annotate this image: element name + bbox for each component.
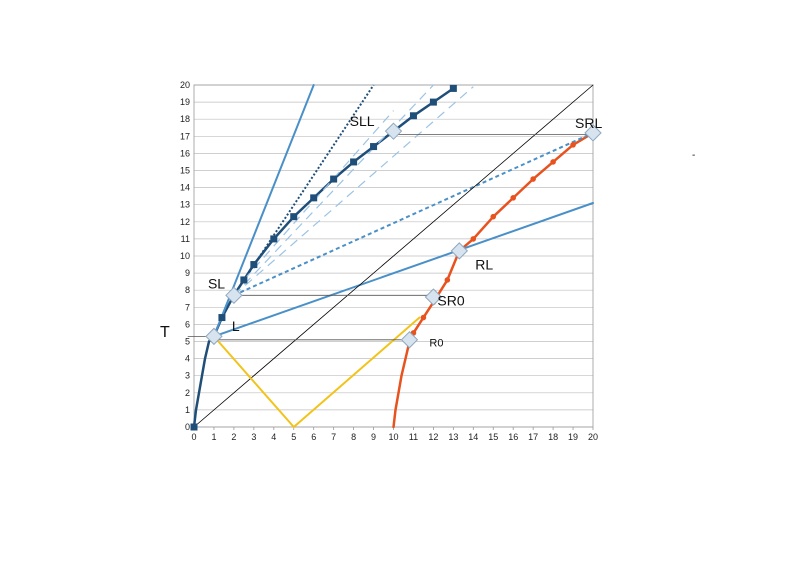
y-tick-label: 18: [180, 114, 190, 124]
marker-square: [250, 261, 258, 269]
marker-square: [218, 314, 226, 322]
y-tick-label: 11: [181, 234, 190, 244]
marker-square: [350, 158, 358, 166]
marker-square: [240, 276, 248, 284]
marker-square: [310, 194, 318, 202]
marker-dot: [510, 195, 516, 201]
event-r0-marker: [400, 331, 419, 349]
x-tick-label: 15: [488, 432, 498, 442]
series-signal-back: [292, 316, 421, 428]
x-tick-label: 18: [548, 432, 558, 442]
marker-dot: [420, 314, 427, 321]
x-tick-label: 6: [311, 432, 316, 442]
series-diag-3: [243, 110, 394, 281]
y-tick-label: 8: [185, 285, 190, 295]
series-light-line: [193, 84, 594, 428]
label-sll: SLL: [350, 113, 375, 129]
marker-dot: [470, 236, 477, 242]
event-sl-marker: [225, 286, 243, 305]
marker-dot: [490, 213, 497, 220]
event-l-marker: [205, 327, 223, 346]
marker-square: [370, 143, 378, 151]
x-tick-label: 2: [231, 432, 236, 442]
series-diag-2: [233, 84, 434, 296]
y-tick-label: 0: [185, 422, 190, 432]
series-signal-out: [212, 335, 295, 428]
y-tick-label: 4: [185, 354, 190, 364]
y-tick-label: 14: [180, 183, 190, 193]
x-tick-label: 4: [271, 432, 276, 442]
label-sl: SL: [208, 275, 225, 291]
x-tick-label: 19: [568, 432, 578, 442]
series-diag-1: [233, 86, 474, 296]
y-tick-label: 15: [180, 166, 190, 176]
marker-square: [270, 235, 278, 243]
series-line-L-RL: [212, 202, 594, 338]
y-tick-label: 19: [180, 97, 190, 107]
y-tick-label: 6: [185, 319, 190, 329]
x-tick-label: 16: [508, 432, 518, 442]
x-tick-label: 13: [448, 432, 458, 442]
y-tick-label: 9: [185, 268, 190, 278]
stray-mark: -: [692, 150, 695, 161]
y-tick-label: 7: [185, 302, 190, 312]
x-tick-label: 5: [291, 432, 296, 442]
label-l: L: [232, 318, 240, 334]
y-tick-label: 16: [180, 148, 190, 158]
x-tick-label: 1: [211, 432, 216, 442]
marker-square: [449, 84, 457, 92]
y-tick-label: 2: [185, 388, 190, 398]
x-tick-label: 11: [409, 432, 418, 442]
marker-dot: [550, 159, 556, 165]
y-axis-label: T: [160, 324, 170, 341]
x-tick-label: 3: [251, 432, 256, 442]
marker-square: [429, 98, 437, 106]
x-tick-label: 14: [468, 432, 478, 442]
y-tick-label: 12: [180, 217, 190, 227]
y-tick-label: 20: [180, 80, 190, 90]
event-rl-marker: [450, 242, 469, 260]
events-group: [205, 122, 602, 349]
marker-square: [190, 423, 198, 431]
y-tick-label: 13: [180, 200, 190, 210]
x-tick-label: 10: [388, 432, 398, 442]
marker-square: [290, 213, 298, 221]
x-tick-label: 9: [371, 432, 376, 442]
x-tick-label: 17: [528, 432, 538, 442]
y-tick-label: 3: [185, 371, 190, 381]
marker-dot: [570, 142, 576, 148]
x-tick-label: 20: [588, 432, 598, 442]
label-r0: R0: [429, 338, 443, 350]
label-rl: RL: [475, 257, 493, 273]
y-tick-label: 10: [180, 251, 190, 261]
x-tick-label: 12: [428, 432, 438, 442]
marker-dot: [530, 176, 536, 182]
y-tick-label: 5: [185, 337, 190, 347]
event-sll-marker: [384, 122, 403, 140]
y-tick-label: 1: [185, 405, 190, 415]
event-srl-marker: [584, 124, 602, 142]
label-srl: SRL: [575, 115, 602, 131]
marker-dot: [444, 277, 451, 283]
marker-square: [409, 112, 417, 120]
x-tick-label: 7: [331, 432, 336, 442]
x-tick-label: 8: [351, 432, 356, 442]
marker-square: [330, 175, 338, 183]
x-tick-label: 0: [191, 432, 196, 442]
event-sr0-marker: [424, 288, 443, 306]
label-sr0: SR0: [437, 293, 464, 309]
series-line-SL-SRL: [233, 131, 594, 297]
y-tick-label: 17: [180, 131, 190, 141]
series-worldline-right: [392, 131, 595, 429]
series-group: [187, 84, 595, 429]
